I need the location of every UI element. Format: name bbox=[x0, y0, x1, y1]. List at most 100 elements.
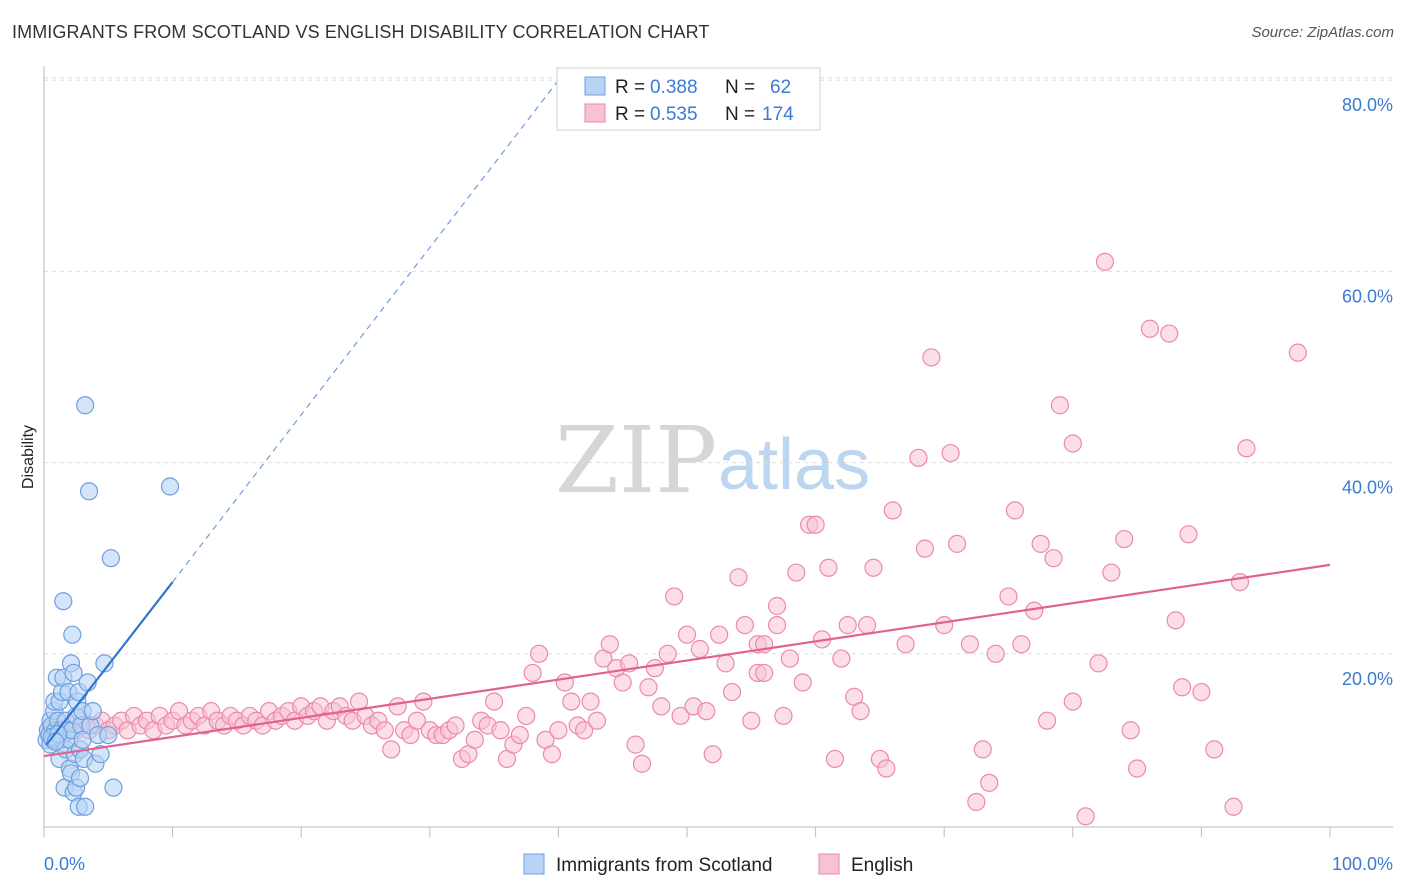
english-point bbox=[639, 678, 658, 697]
english-point bbox=[722, 682, 742, 702]
english-point bbox=[703, 745, 722, 764]
english-point bbox=[1063, 434, 1082, 453]
english-point bbox=[1166, 611, 1185, 630]
english-point bbox=[575, 721, 594, 740]
grid-lines bbox=[44, 77, 1393, 655]
english-point bbox=[1076, 807, 1095, 826]
english-point bbox=[645, 659, 664, 678]
english-point bbox=[960, 635, 980, 654]
english-point bbox=[1044, 549, 1063, 568]
legend-n-value-1: 62 bbox=[770, 77, 791, 98]
english-point bbox=[697, 702, 716, 721]
scotland-swatch bbox=[584, 76, 606, 96]
english-point bbox=[549, 721, 568, 740]
english-point bbox=[1095, 252, 1115, 271]
english-point bbox=[832, 649, 851, 668]
english-point bbox=[735, 616, 754, 635]
english-point bbox=[555, 673, 574, 692]
english-point bbox=[999, 587, 1018, 606]
y-tick-label: 40.0% bbox=[1342, 478, 1393, 498]
english-points bbox=[41, 252, 1307, 826]
scotland-point bbox=[91, 745, 110, 764]
legend-n-value-2: 174 bbox=[762, 104, 794, 125]
legend-n-label-1: N = bbox=[725, 77, 755, 98]
stats-legend: R = 0.388 N = 62 R = 0.535 N = 174 bbox=[556, 67, 821, 131]
english-point bbox=[947, 534, 967, 553]
english-point bbox=[915, 539, 935, 558]
trend-lines bbox=[43, 79, 1331, 758]
english-point bbox=[600, 635, 619, 654]
english-point bbox=[562, 692, 581, 711]
english-point bbox=[864, 558, 883, 577]
english-point bbox=[1205, 740, 1224, 759]
english-point bbox=[941, 443, 960, 463]
english-point bbox=[1005, 501, 1025, 520]
english-point bbox=[677, 625, 697, 644]
scotland-point bbox=[63, 625, 82, 644]
axes bbox=[43, 66, 1393, 837]
english-point bbox=[671, 706, 690, 726]
y-tick-label: 60.0% bbox=[1342, 286, 1393, 306]
legend-r-value-2: 0.535 bbox=[650, 104, 698, 125]
english-point bbox=[1063, 692, 1082, 711]
english-point bbox=[1160, 324, 1179, 343]
english-point bbox=[665, 587, 684, 606]
english-point bbox=[780, 649, 799, 668]
english-point bbox=[530, 644, 549, 663]
english-point bbox=[838, 616, 857, 635]
english-point bbox=[690, 639, 709, 659]
scotland-point bbox=[101, 549, 120, 568]
english-point bbox=[967, 792, 986, 812]
english-point bbox=[446, 716, 465, 735]
english-point bbox=[909, 448, 928, 467]
y-tick-labels: 20.0% 40.0% 60.0% 80.0% bbox=[1342, 95, 1393, 689]
english-point bbox=[1031, 534, 1050, 553]
series-legend: Immigrants from Scotland English bbox=[523, 853, 913, 876]
legend-scotland-label: Immigrants from Scotland bbox=[556, 855, 772, 876]
y-tick-label: 80.0% bbox=[1342, 95, 1393, 115]
legend-r-label-1: R = bbox=[615, 77, 645, 98]
english-point bbox=[1012, 635, 1031, 654]
scotland-point bbox=[160, 477, 180, 496]
legend-r-label-2: R = bbox=[615, 104, 645, 125]
x-tick-label: 100.0% bbox=[1332, 854, 1393, 874]
english-point bbox=[922, 348, 941, 367]
watermark-atlas: atlas bbox=[718, 425, 870, 505]
chart-title: IMMIGRANTS FROM SCOTLAND VS ENGLISH DISA… bbox=[12, 22, 710, 42]
scotland-point bbox=[70, 768, 90, 788]
scotland-point bbox=[64, 663, 83, 683]
source-credit: Source: ZipAtlas.com bbox=[1251, 24, 1394, 41]
english-point bbox=[658, 644, 677, 663]
english-point bbox=[510, 725, 529, 745]
scotland-point bbox=[95, 654, 114, 673]
english-point bbox=[877, 759, 896, 778]
scotland-trend-line bbox=[45, 581, 174, 746]
english-point bbox=[1288, 343, 1307, 362]
english-point bbox=[710, 625, 729, 644]
english-point bbox=[1140, 319, 1160, 338]
english-trend-line bbox=[43, 563, 1331, 758]
english-point bbox=[793, 673, 812, 692]
english-point bbox=[973, 740, 992, 759]
x-tick-labels: 0.0% 100.0% bbox=[44, 854, 1393, 874]
english-point bbox=[1230, 572, 1250, 592]
english-point bbox=[825, 749, 844, 769]
english-point bbox=[1192, 682, 1211, 702]
english-point bbox=[716, 654, 735, 673]
english-point bbox=[1050, 396, 1070, 415]
scotland-point bbox=[99, 725, 118, 745]
english-point bbox=[767, 596, 787, 616]
english-point bbox=[1115, 529, 1134, 549]
english-point bbox=[375, 721, 394, 740]
english-point bbox=[581, 692, 600, 711]
english-point bbox=[742, 711, 761, 730]
english-point bbox=[1121, 721, 1140, 740]
english-point bbox=[1224, 797, 1243, 816]
english-point bbox=[613, 673, 632, 692]
english-point bbox=[1127, 759, 1147, 778]
english-point bbox=[587, 711, 607, 730]
english-point bbox=[851, 702, 870, 721]
scotland-point bbox=[83, 702, 102, 721]
english-point bbox=[626, 735, 645, 754]
english-point bbox=[755, 663, 774, 683]
